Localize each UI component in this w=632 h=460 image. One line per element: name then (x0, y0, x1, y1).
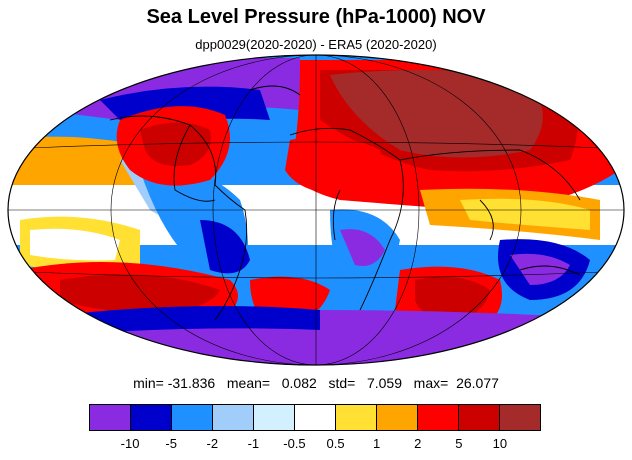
colorbar-label: -5 (165, 436, 177, 451)
colorbar-label: 10 (492, 436, 508, 451)
map-title: Sea Level Pressure (hPa-1000) NOV (146, 6, 486, 28)
coastlines (109, 85, 581, 321)
colorbar-box (418, 405, 459, 430)
colorbar-label: -1 (247, 436, 260, 451)
colorbar-label: -2 (206, 436, 219, 451)
colorbar-label: 0.5 (326, 436, 345, 451)
colorbar-box (131, 405, 172, 430)
slp-difference-map (7, 54, 625, 366)
colorbar-label: 5 (455, 436, 463, 451)
colorbar-box (172, 405, 213, 430)
colorbar-label: -10 (120, 436, 140, 451)
colorbar-box (254, 405, 295, 430)
colorbar-label: -0.5 (283, 436, 306, 451)
colorbar-label: 1 (373, 436, 381, 451)
colorbar-box (90, 405, 131, 430)
colorbar-box (459, 405, 500, 430)
colorbar-box (213, 405, 254, 430)
colorbar (89, 404, 541, 431)
map-subtitle: dpp0029(2020-2020) - ERA5 (2020-2020) (195, 37, 437, 52)
colorbar-box (336, 405, 377, 430)
graticule (8, 55, 624, 365)
colorbar-label: 2 (414, 436, 422, 451)
colorbar-box (500, 405, 540, 430)
globe-outline (7, 54, 625, 366)
colorbar-box (295, 405, 336, 430)
colorbar-labels: -10 -5 -2 -1 -0.5 0.5 1 2 5 10 (0, 436, 632, 454)
colorbar-box (377, 405, 418, 430)
stats-line: min= -31.836 mean= 0.082 std= 7.059 max=… (133, 375, 499, 391)
field-siberia-peak (330, 70, 543, 158)
